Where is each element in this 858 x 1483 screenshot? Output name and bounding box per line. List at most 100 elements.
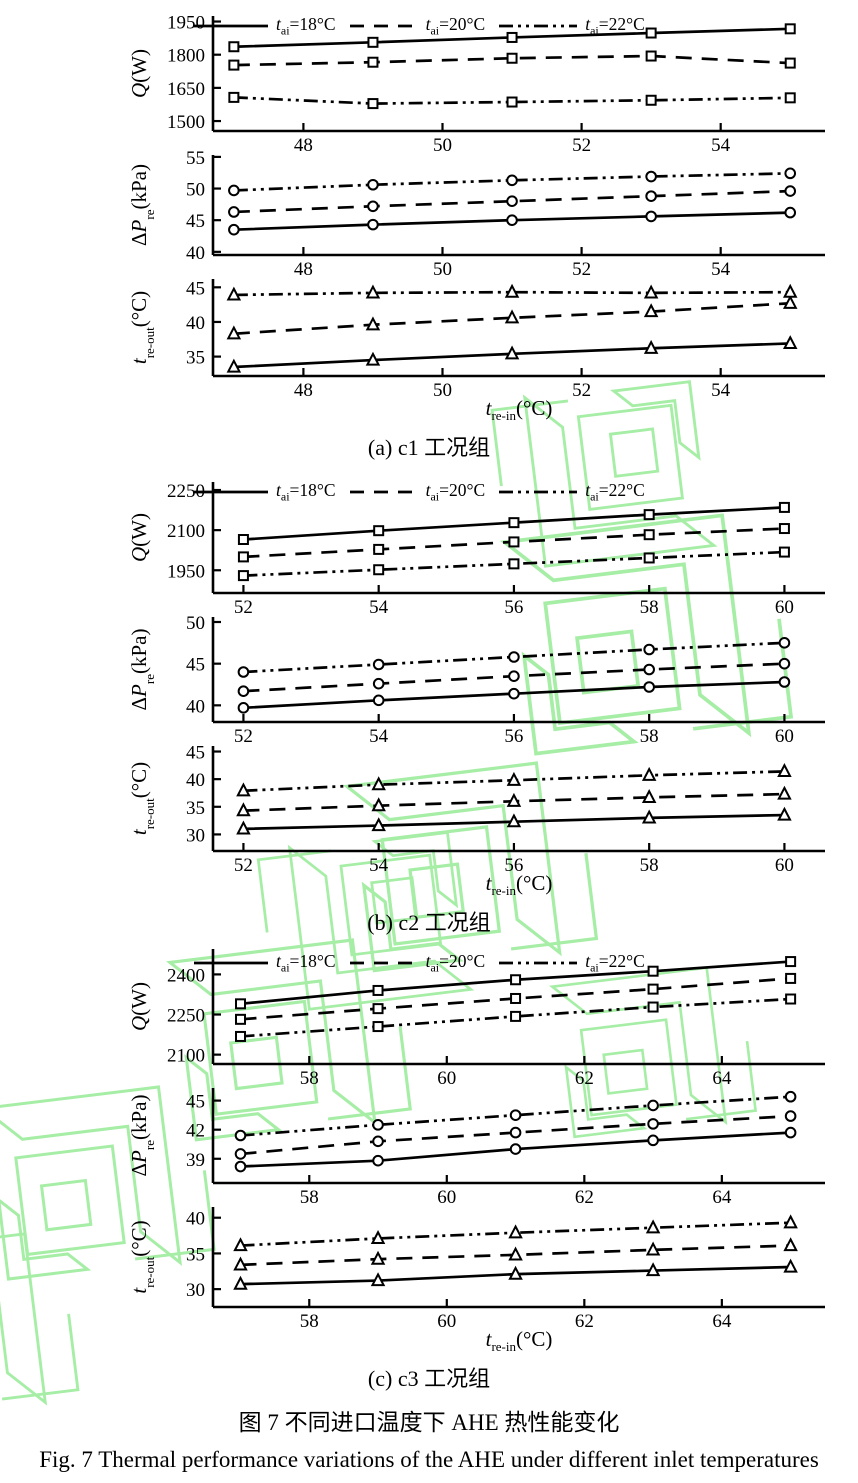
panel-b-pressure-drop: 40 45 50 52 54 56 58 60 ΔPre(kPa) [127, 613, 825, 747]
legend-line-dashed-icon [349, 24, 418, 28]
marker-square [235, 1030, 247, 1042]
x-tick-label: 62 [575, 1187, 594, 1208]
y-axis-title: ΔPre(kPa) [127, 629, 157, 711]
x-tick-label: 50 [433, 135, 452, 156]
marker-triangle [233, 1256, 248, 1271]
y-tick-label: 2400 [167, 965, 205, 986]
panel-a-outlet-temp: 35 40 45 48 50 52 54 tre-out(°C) [127, 278, 825, 401]
marker-square [510, 974, 522, 986]
marker-square [784, 23, 796, 35]
marker-triangle [783, 1237, 798, 1252]
x-tick-label: 60 [437, 1068, 456, 1089]
x-tick-label: 60 [775, 855, 794, 876]
marker-square [506, 52, 518, 64]
marker-triangle [226, 358, 242, 373]
marker-triangle [506, 771, 522, 786]
chart-group-c: tai=18°C tai=20°C tai=22°C 2100 2250 2400 5… [0, 949, 858, 1391]
legend-line-solid-icon [194, 24, 268, 28]
x-tick-label: 54 [369, 597, 389, 618]
marker-circle [778, 637, 791, 649]
marker-square [237, 534, 249, 546]
marker-square [510, 992, 522, 1004]
marker-square [237, 570, 249, 582]
x-tick-label: 56 [504, 855, 523, 876]
panel-c-heat-rate: 2100 2250 2400 58 60 62 64 Q(W) [127, 949, 825, 1089]
y-tick-label: 2100 [167, 521, 205, 542]
marker-circle [645, 210, 657, 223]
series-line-dashdotdot [243, 770, 785, 793]
marker-square [508, 517, 520, 529]
x-tick-label: 52 [572, 259, 591, 280]
marker-triangle [777, 785, 792, 800]
x-axis-title: tre-in(°C) [485, 396, 553, 424]
marker-triangle [645, 1262, 661, 1277]
series-line-dashed [233, 301, 791, 336]
marker-square [373, 525, 385, 537]
y-axis-title: tre-out(°C) [127, 1220, 157, 1293]
y-tick-label: 39 [186, 1150, 205, 1171]
legend-item-20c: tai=20°C [348, 480, 485, 505]
marker-triangle [371, 797, 386, 812]
y-tick-label: 45 [186, 211, 205, 232]
marker-triangle [370, 1272, 386, 1287]
marker-circle [509, 1109, 522, 1121]
marker-square [778, 501, 790, 513]
x-tick-label: 60 [437, 1311, 456, 1332]
panel-c-pressure-drop: 39 42 45 58 60 62 64 ΔPre(kPa) [127, 1088, 825, 1208]
legend-item-22c: tai=22°C [497, 951, 645, 976]
series-line-dashdotdot [243, 641, 785, 674]
legend-label: tai=22°C [585, 14, 645, 38]
panel-a-heat-rate: 1500 1650 1800 1950 48 50 52 54 Q(W) [127, 13, 825, 156]
y-tick-label: 40 [186, 1209, 205, 1230]
series-line-dashdotdot [243, 550, 785, 577]
marker-triangle [783, 1258, 798, 1273]
x-axis-title: tre-in(°C) [485, 1327, 553, 1355]
marker-triangle [365, 351, 381, 366]
marker-circle [784, 206, 797, 219]
marker-square [373, 564, 385, 576]
marker-circle [506, 214, 518, 226]
legend-item-22c: tai=22°C [497, 480, 645, 505]
marker-circle [643, 643, 655, 656]
marker-square [643, 529, 655, 541]
marker-triangle [365, 316, 381, 331]
series-line-dashdotdot [240, 1221, 791, 1247]
x-tick-label: 52 [234, 597, 253, 618]
marker-circle [647, 1134, 659, 1147]
marker-square [647, 1001, 659, 1013]
x-tick-label: 54 [369, 855, 389, 876]
legend-item-18c: tai=18°C [192, 480, 336, 505]
y-tick-label: 42 [186, 1121, 205, 1142]
series-line-dashdotdot [233, 290, 791, 297]
y-tick-label: 35 [186, 1244, 205, 1265]
x-tick-label: 62 [575, 1068, 594, 1089]
marker-square [643, 552, 655, 564]
y-tick-label: 40 [186, 313, 205, 334]
marker-circle [645, 170, 657, 183]
x-tick-label: 52 [234, 726, 253, 747]
marker-triangle [504, 283, 520, 298]
x-tick-label: 54 [711, 380, 731, 401]
marker-triangle [371, 817, 386, 832]
y-axis-title: tre-out(°C) [127, 762, 157, 835]
series-line-dashed [233, 189, 791, 214]
panel-b-outlet-temp: 30 35 40 45 52 54 56 58 60 tre-out(°C) [127, 743, 825, 876]
x-axis-title: tre-in(°C) [485, 871, 553, 899]
x-tick-label: 52 [572, 135, 591, 156]
y-axis-title: Q(W) [127, 982, 151, 1031]
x-tick-label: 60 [437, 1187, 456, 1208]
marker-circle [367, 218, 379, 231]
x-tick-label: 48 [294, 135, 313, 156]
y-tick-label: 40 [186, 243, 205, 264]
figure-caption-english: Fig. 7 Thermal performance variations of… [39, 1447, 819, 1472]
legend-item-20c: tai=20°C [348, 951, 485, 976]
marker-circle [784, 1126, 797, 1139]
marker-square [367, 56, 379, 68]
marker-square [228, 59, 240, 71]
marker-triangle [233, 1275, 248, 1290]
marker-square [506, 31, 518, 43]
marker-circle [509, 1126, 522, 1139]
y-tick-label: 1650 [167, 79, 205, 100]
marker-triangle [508, 1265, 523, 1280]
marker-square [506, 96, 518, 108]
